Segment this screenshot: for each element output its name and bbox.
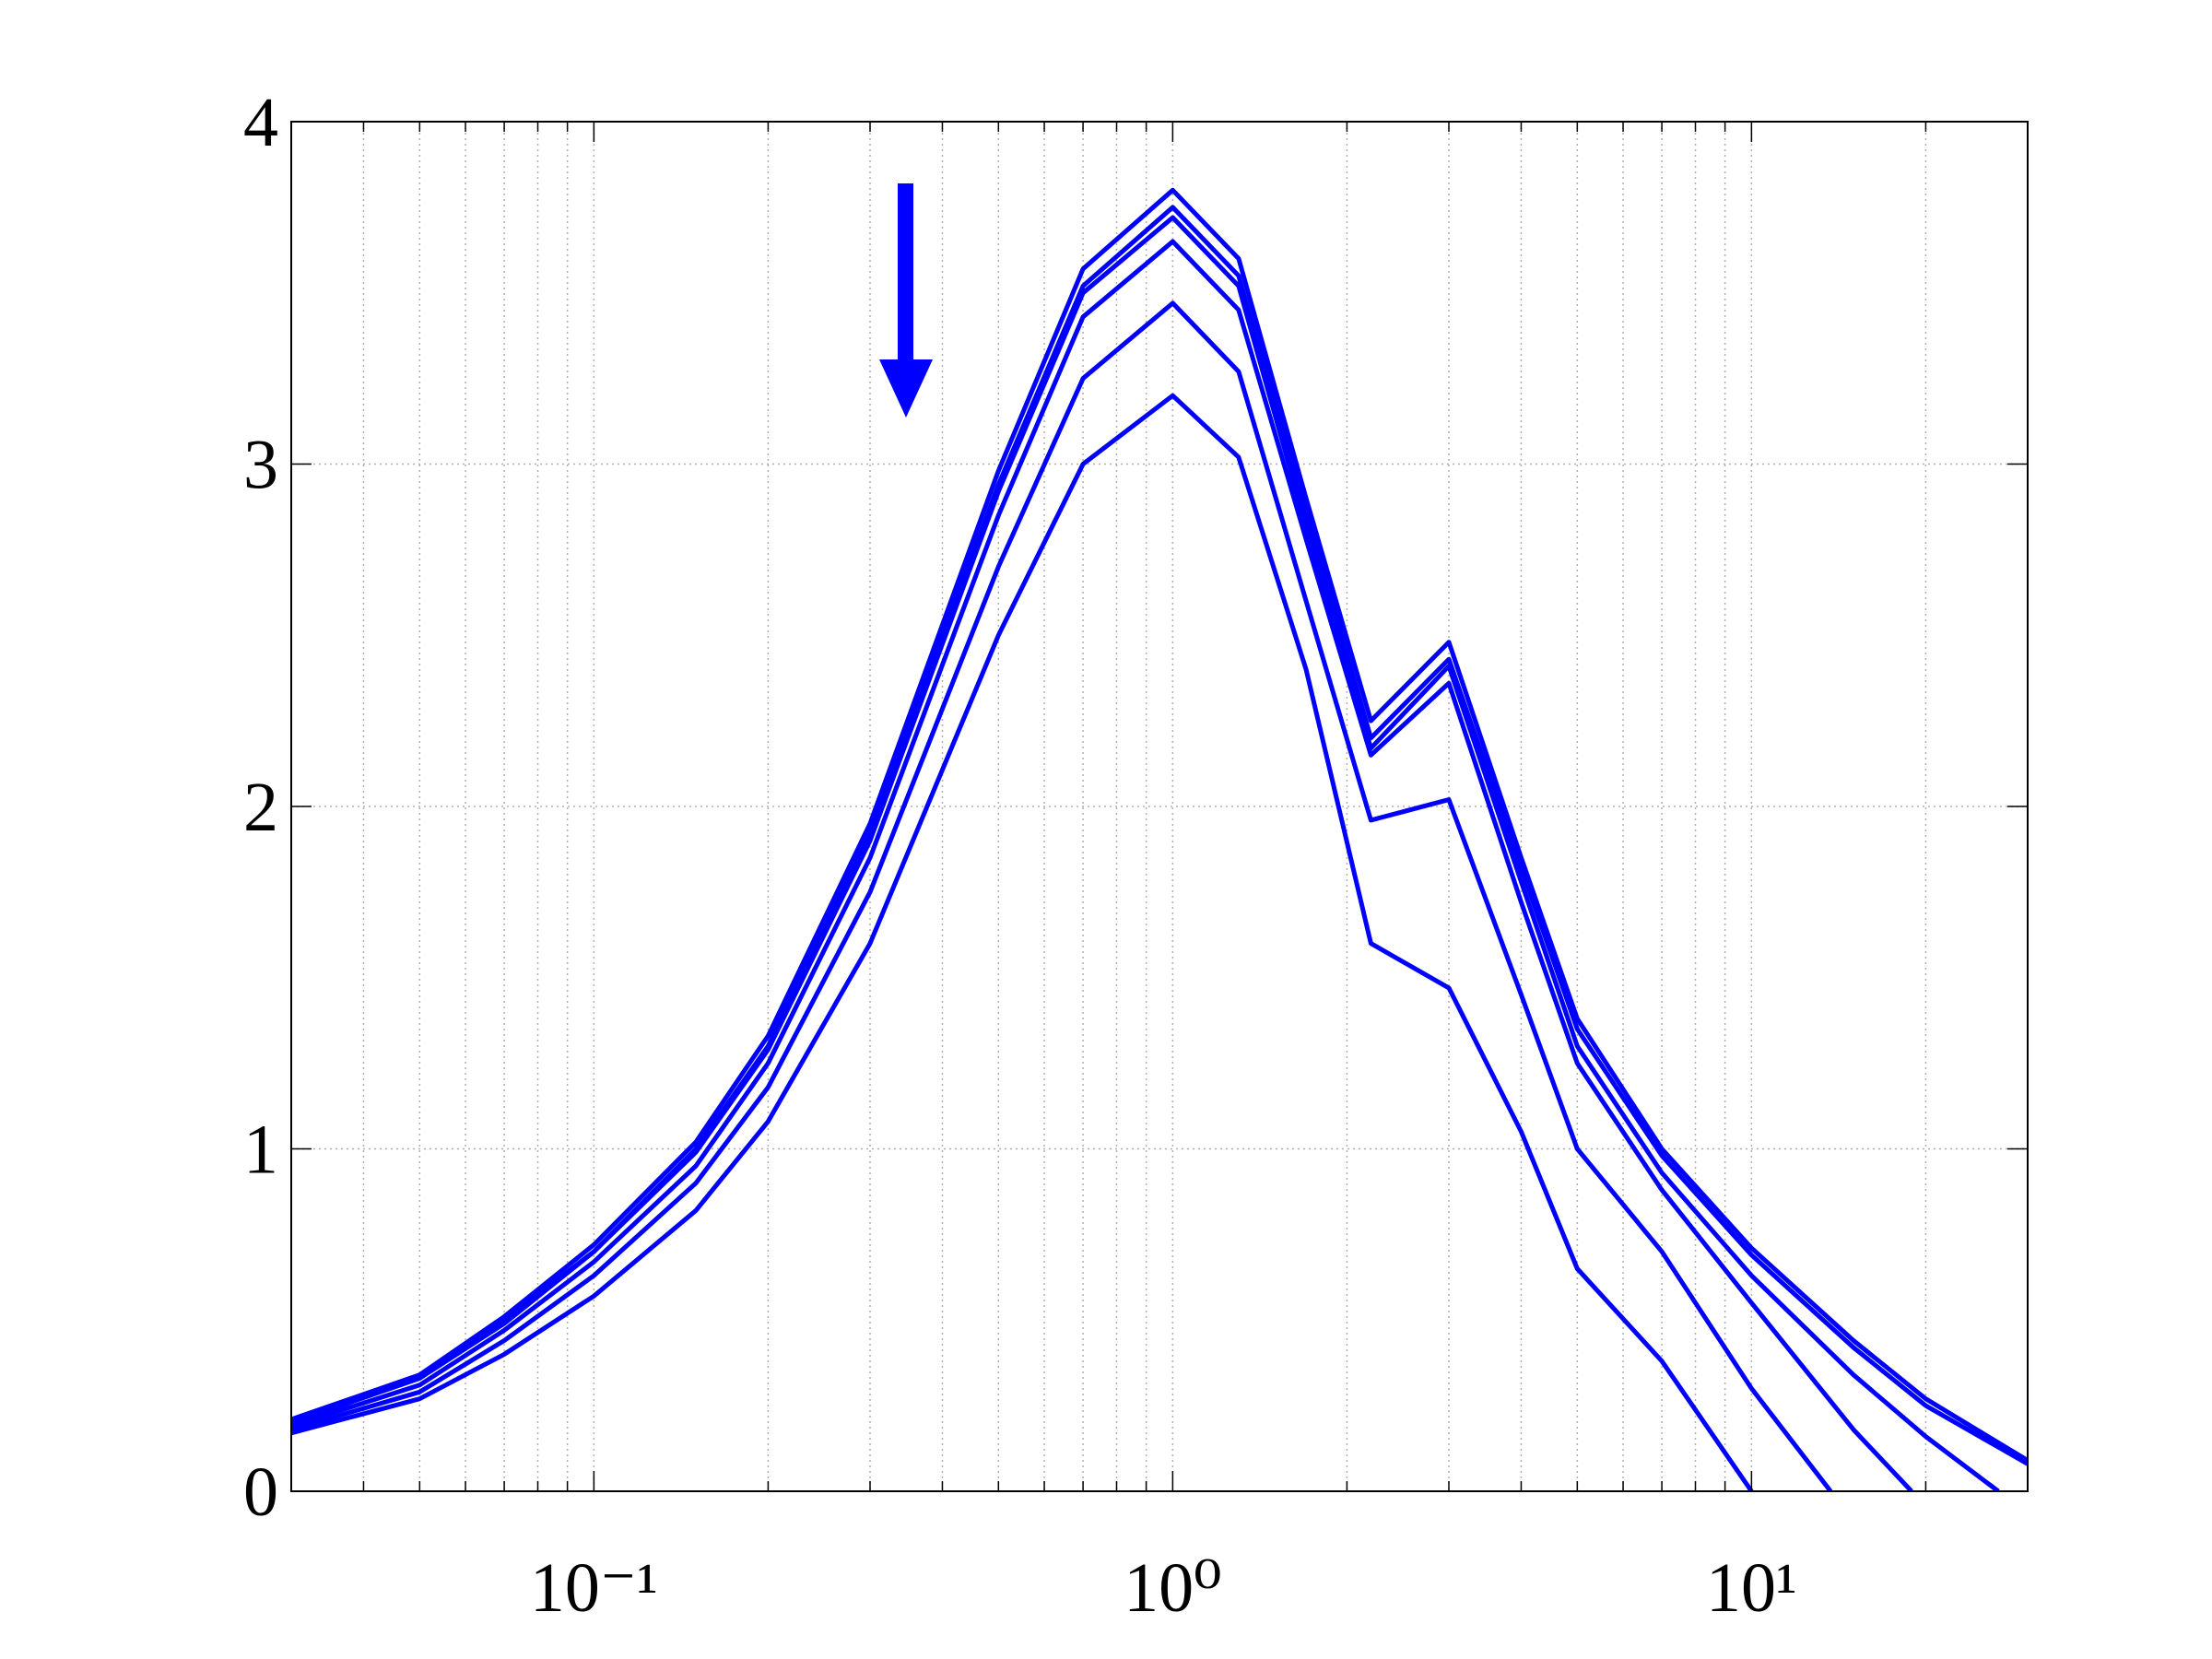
series-line: [291, 393, 1754, 1491]
y-tick-label: 4: [243, 84, 278, 161]
series-line: [291, 239, 1913, 1491]
x-tick-label: 10⁰: [1124, 1549, 1221, 1627]
y-tick-label: 3: [243, 427, 278, 504]
lines: [291, 187, 2028, 1491]
grid: [291, 121, 2028, 1492]
arrow-shaft: [898, 183, 913, 363]
y-tick-label: 0: [243, 1453, 278, 1531]
series-line: [291, 215, 2000, 1491]
y-tick-label: 2: [243, 769, 278, 846]
x-tick-label: 10⁻¹: [530, 1549, 658, 1627]
arrow: [879, 183, 933, 418]
series-line: [291, 187, 2028, 1463]
y-tick-label: 1: [243, 1112, 278, 1189]
series-line: [291, 300, 1833, 1491]
arrow-head: [879, 359, 933, 418]
plot-frame: [290, 121, 2029, 1492]
x-tick-label: 10¹: [1706, 1549, 1797, 1627]
